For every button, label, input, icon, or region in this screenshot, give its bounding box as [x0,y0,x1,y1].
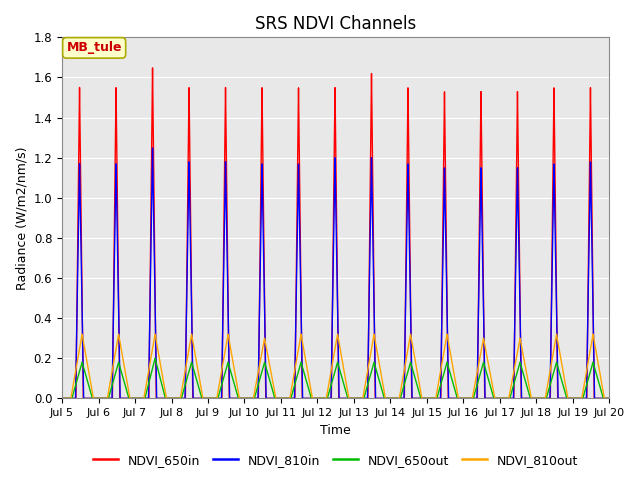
NDVI_650in [95,396,103,401]
Line: NDVI_650out: NDVI_650out [62,358,609,398]
NDVI_650in [355,396,363,401]
NDVI_650out [355,396,363,401]
NDVI_810out [268,373,275,379]
NDVI_810out [589,331,597,337]
NDVI_650out [465,396,472,401]
NDVI_650in [268,396,276,401]
NDVI_650in [58,396,66,401]
NDVI_810in [388,396,396,401]
NDVI_810in [355,396,363,401]
NDVI_810in [465,396,472,401]
NDVI_650out [388,396,396,401]
NDVI_650in [148,65,156,71]
NDVI_650out [190,367,198,373]
NDVI_810out [95,396,103,401]
NDVI_810in [95,396,103,401]
Line: NDVI_810out: NDVI_810out [62,334,609,398]
X-axis label: Time: Time [321,424,351,437]
Legend: NDVI_650in, NDVI_810in, NDVI_650out, NDVI_810out: NDVI_650in, NDVI_810in, NDVI_650out, NDV… [88,449,583,471]
NDVI_810out [388,396,396,401]
Text: MB_tule: MB_tule [67,41,122,54]
Line: NDVI_810in: NDVI_810in [62,148,609,398]
NDVI_650out [58,396,66,401]
NDVI_650out [151,355,159,361]
Line: NDVI_650in: NDVI_650in [62,68,609,398]
NDVI_810in [605,396,613,401]
NDVI_650out [605,396,613,401]
NDVI_650in [605,396,613,401]
NDVI_650out [95,396,103,401]
NDVI_810out [58,396,66,401]
NDVI_810out [465,396,472,401]
NDVI_810in [58,396,66,401]
NDVI_810out [605,396,613,401]
NDVI_650out [268,384,276,390]
NDVI_650in [465,396,472,401]
Title: SRS NDVI Channels: SRS NDVI Channels [255,15,417,33]
NDVI_810in [148,145,156,151]
NDVI_650in [190,396,198,401]
NDVI_810in [268,396,276,401]
NDVI_650in [388,396,396,401]
NDVI_810out [190,344,198,349]
NDVI_810in [190,396,198,401]
Y-axis label: Radiance (W/m2/nm/s): Radiance (W/m2/nm/s) [15,146,28,289]
NDVI_810out [355,396,363,401]
